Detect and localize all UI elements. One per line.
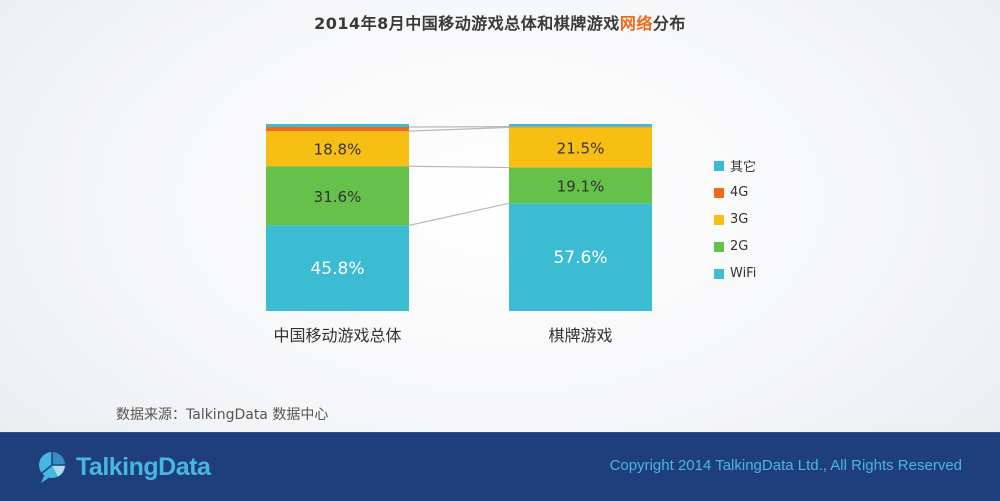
legend-swatch <box>714 269 724 279</box>
data-source-note: 数据来源：TalkingData 数据中心 <box>116 404 328 424</box>
bar-segment-其它-0 <box>266 124 409 127</box>
speech-bubble-pie-icon <box>36 450 70 484</box>
connector-line <box>409 166 509 167</box>
legend-swatch <box>714 161 724 171</box>
legend: 其它 4G 3G 2G WiFi <box>714 152 756 287</box>
legend-label: 4G <box>730 185 748 200</box>
legend-item-4g: 4G <box>714 179 756 206</box>
legend-swatch <box>714 215 724 225</box>
connector-line <box>409 203 509 225</box>
legend-swatch <box>714 188 724 198</box>
connector-line <box>409 127 509 131</box>
footer-bar: TalkingData Copyright 2014 TalkingData L… <box>0 432 1000 501</box>
legend-item-3g: 3G <box>714 206 756 233</box>
data-label: 18.8% <box>314 141 362 159</box>
legend-item-other: 其它 <box>714 152 756 179</box>
category-label: 中国移动游戏总体 <box>273 326 401 345</box>
logo[interactable]: TalkingData <box>36 447 210 487</box>
legend-label: 3G <box>730 212 748 227</box>
legend-label: 其它 <box>730 156 756 175</box>
legend-swatch <box>714 242 724 252</box>
bar-segment-其它-1 <box>509 124 652 127</box>
category-label: 棋牌游戏 <box>548 326 612 345</box>
legend-label: WiFi <box>730 266 756 281</box>
stacked-bar-chart: 45.8% 57.6% 31.6% 19.1% 18.8% 21.5% 中国移动游戏总体 棋牌… <box>0 0 1000 432</box>
legend-item-2g: 2G <box>714 233 756 260</box>
data-label: 57.6% <box>553 248 607 268</box>
legend-item-wifi: WiFi <box>714 260 756 287</box>
data-label: 21.5% <box>557 139 605 157</box>
copyright-text: Copyright 2014 TalkingData Ltd., All Rig… <box>610 457 962 474</box>
data-label: 19.1% <box>557 177 605 195</box>
logo-text: TalkingData <box>76 453 210 482</box>
legend-label: 2G <box>730 239 748 254</box>
data-label: 45.8% <box>310 259 364 279</box>
bar-segment-4g-1 <box>509 127 652 128</box>
data-label: 31.6% <box>314 188 362 206</box>
bar-segment-4g-0 <box>266 127 409 131</box>
